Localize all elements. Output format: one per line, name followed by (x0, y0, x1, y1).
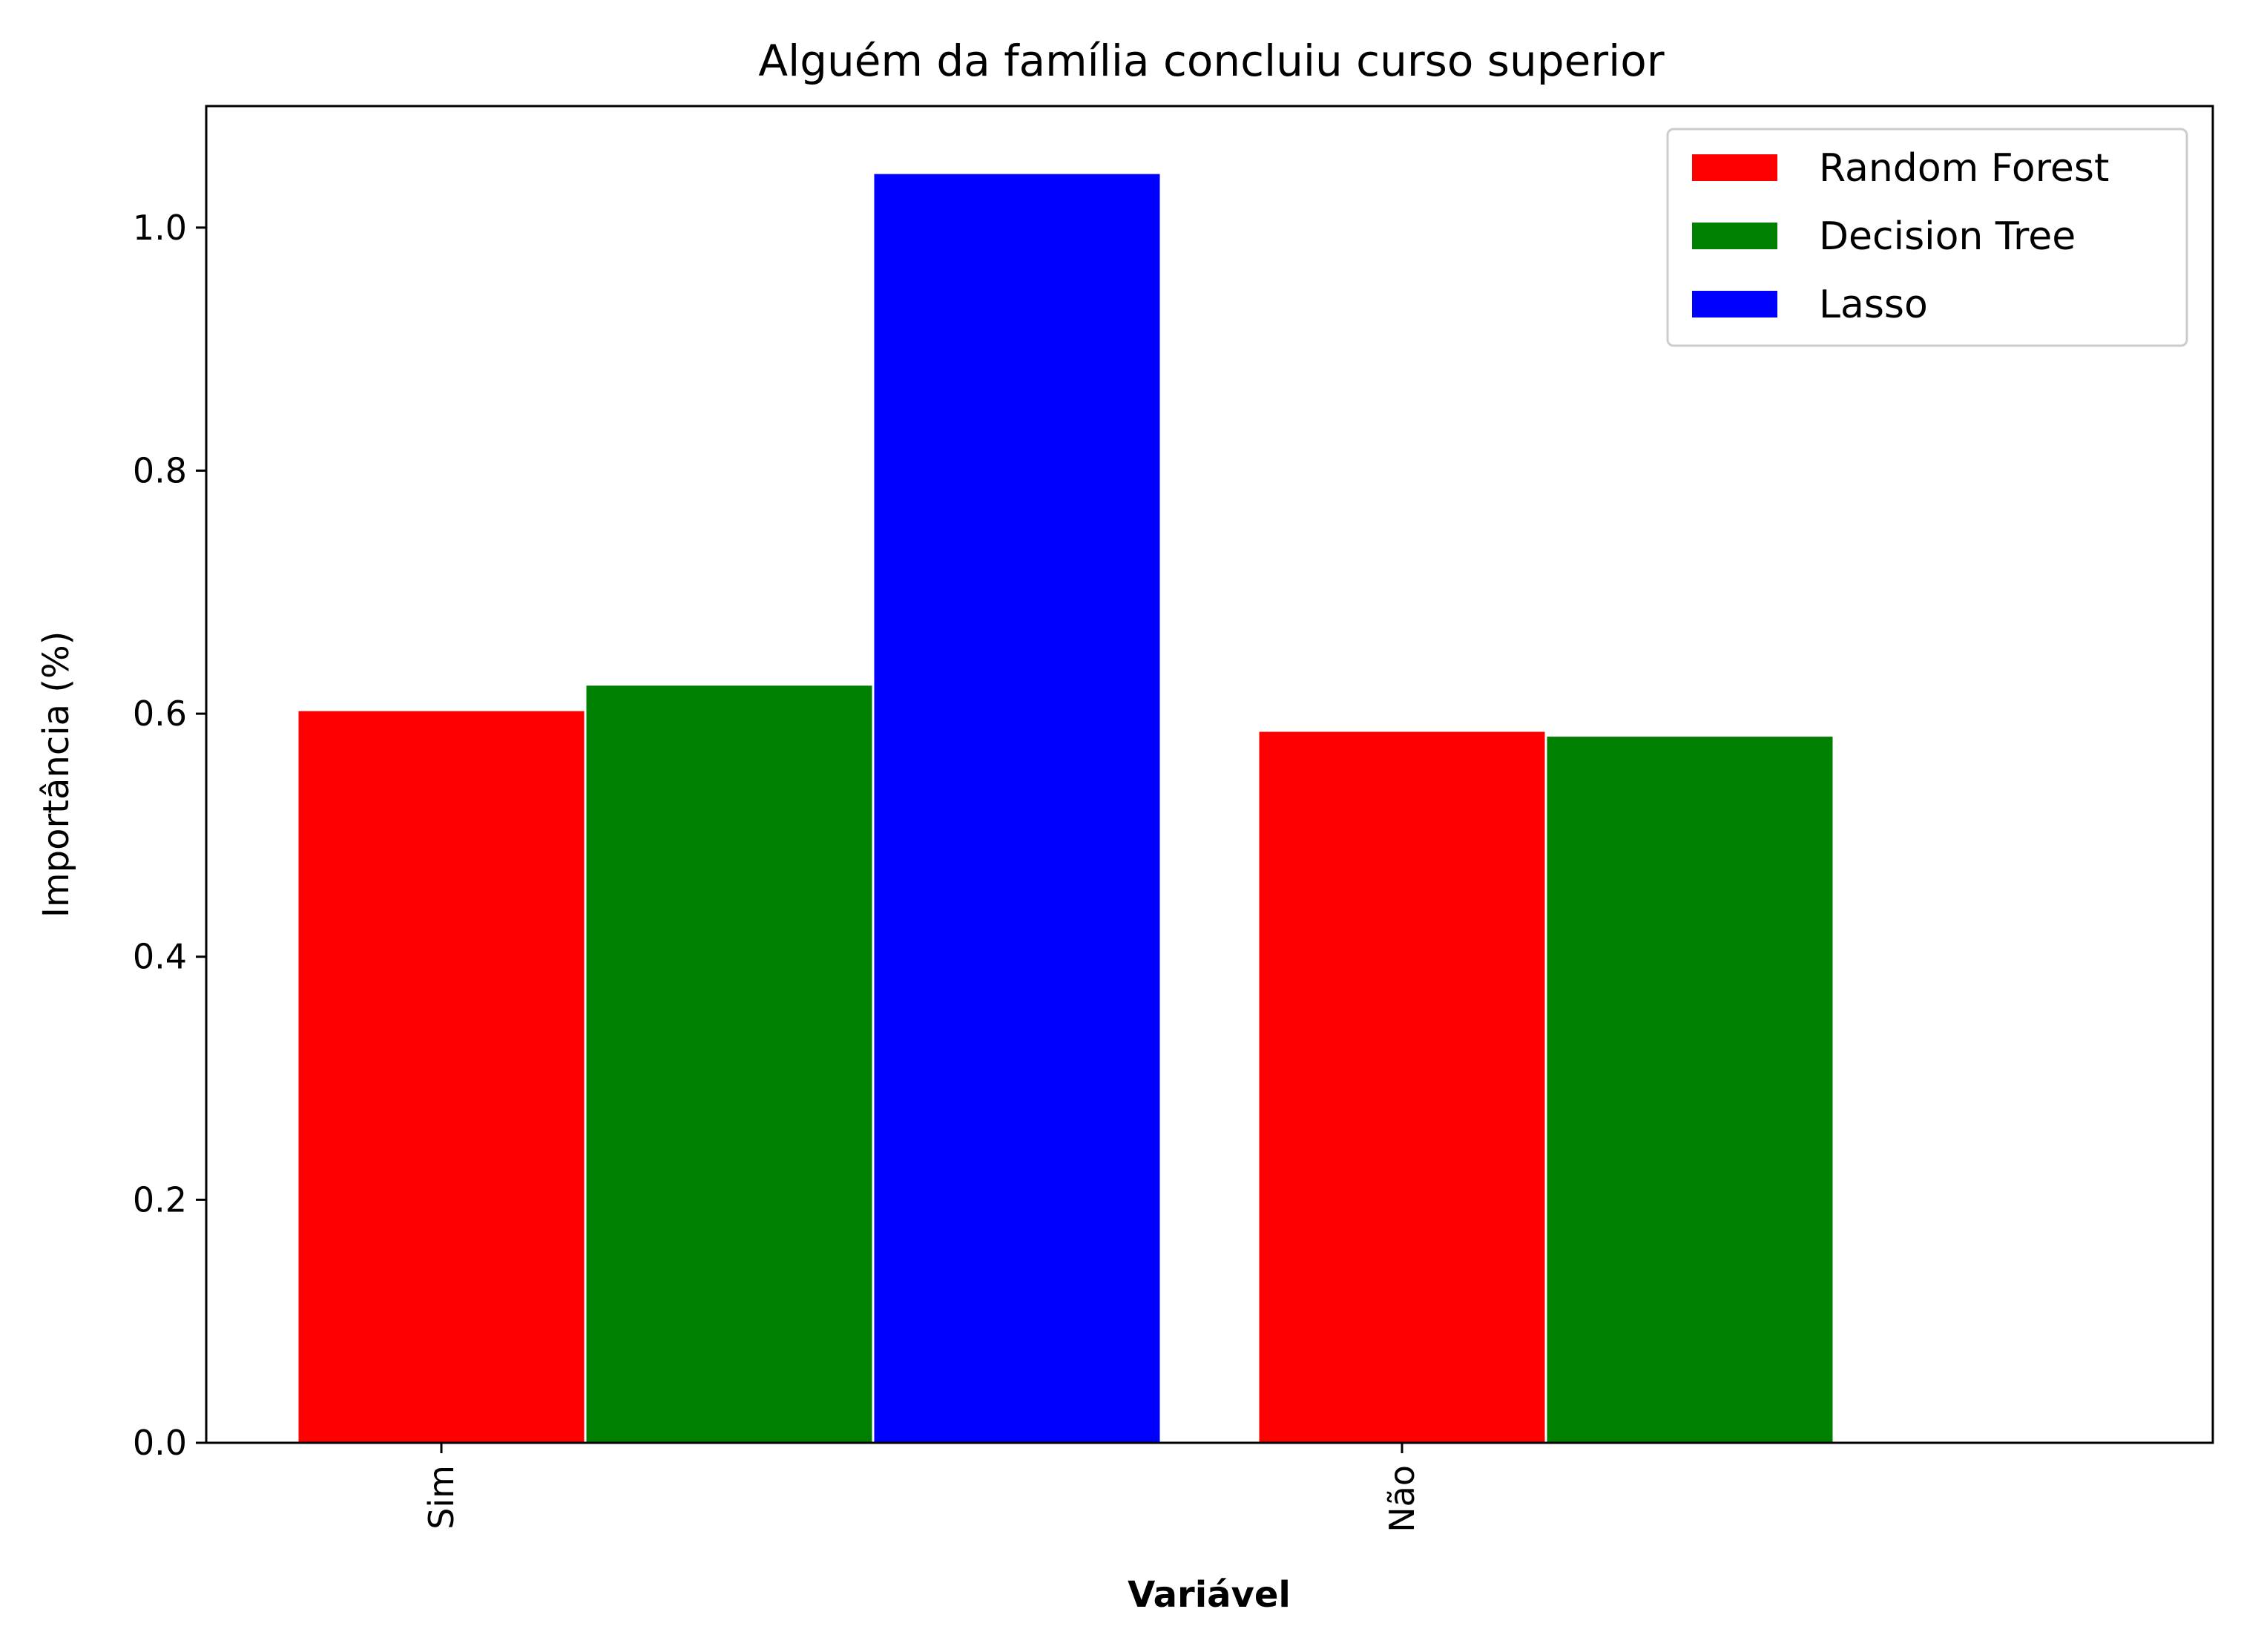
legend-label-lasso: Lasso (1819, 283, 1928, 327)
bar-random-forest-sim (297, 710, 585, 1443)
legend-swatch-decision-tree (1692, 223, 1777, 249)
x-tick-label-não: Não (1382, 1465, 1422, 1533)
legend-swatch-random-forest (1692, 154, 1777, 181)
y-tick-label: 0.8 (133, 450, 187, 490)
x-tick-label-sim: Sim (421, 1465, 461, 1530)
bar-decision-tree-sim (585, 685, 873, 1443)
y-axis-label: Importância (%) (36, 631, 77, 918)
y-tick-label: 0.6 (133, 694, 187, 734)
legend: Random Forest Decision Tree Lasso (1668, 129, 2187, 346)
chart-title: Alguém da família concluiu curso superio… (758, 36, 1664, 86)
y-tick-label: 1.0 (133, 208, 187, 248)
x-axis-ticks: Sim Não (421, 1443, 1422, 1533)
bar-random-forest-não (1258, 731, 1546, 1443)
y-axis-ticks: 0.0 0.2 0.4 0.6 0.8 1.0 (133, 208, 206, 1463)
legend-label-decision-tree: Decision Tree (1819, 214, 2076, 259)
legend-swatch-lasso (1692, 291, 1777, 317)
y-tick-label: 0.2 (133, 1179, 187, 1220)
x-axis-label: Variável (1128, 1574, 1291, 1616)
bar-decision-tree-não (1546, 736, 1834, 1443)
bar-lasso-sim (873, 173, 1161, 1443)
y-tick-label: 0.4 (133, 937, 187, 977)
bars-group (297, 173, 1834, 1443)
y-tick-label: 0.0 (133, 1423, 187, 1463)
legend-label-random-forest: Random Forest (1819, 146, 2109, 191)
